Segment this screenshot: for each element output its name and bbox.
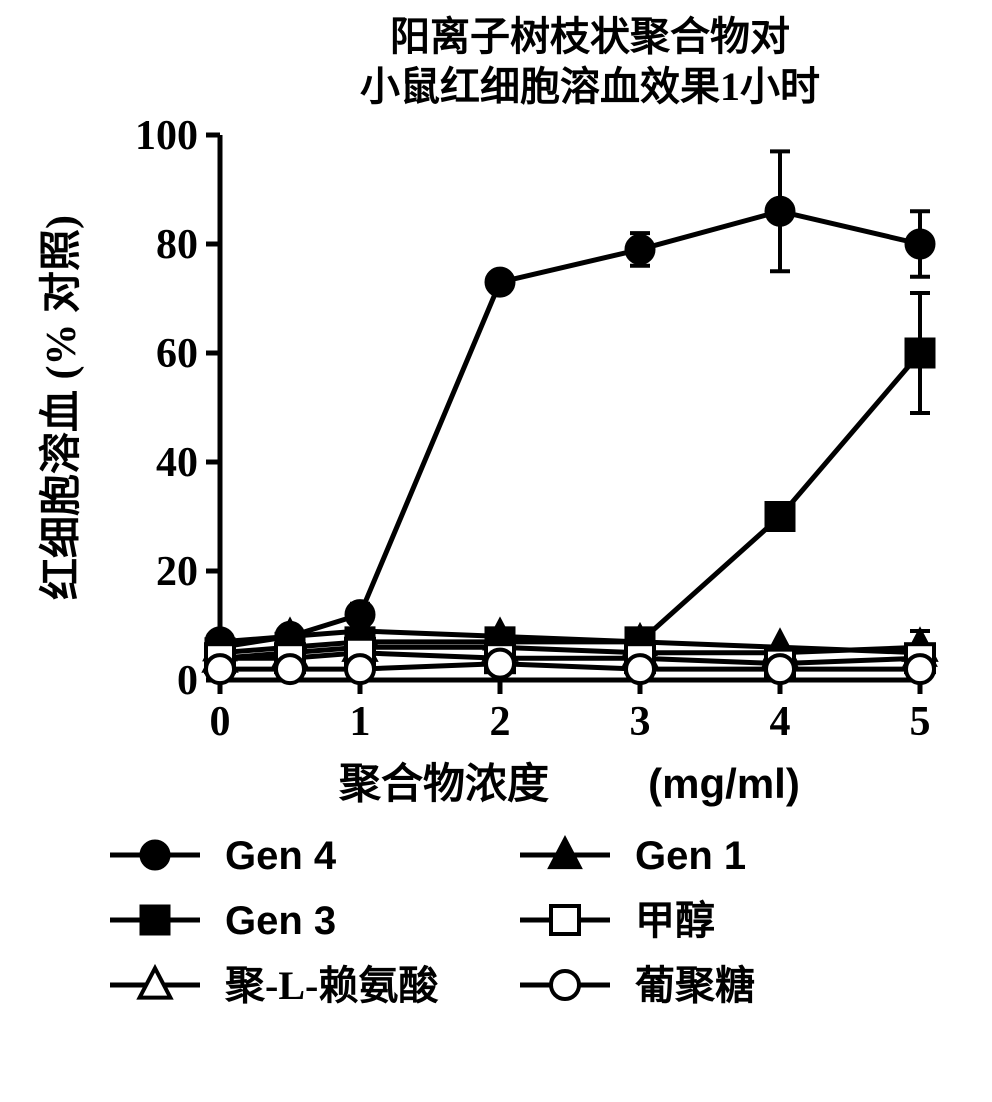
- x-axis-label: 聚合物浓度: [338, 761, 549, 808]
- legend-item: 聚-L-赖氨酸: [110, 963, 439, 1008]
- legend-label: 聚-L-赖氨酸: [224, 963, 439, 1008]
- y-tick-label: 0: [177, 658, 198, 704]
- x-tick-label: 4: [770, 699, 791, 745]
- chart-svg: 阳离子树枝状聚合物对小鼠红细胞溶血效果1小时 0 20 40 60 80 100 0 1 2 3 4 5…: [0, 0, 992, 1102]
- y-tick-label: 80: [156, 222, 198, 268]
- chart-container: 阳离子树枝状聚合物对小鼠红细胞溶血效果1小时 0 20 40 60 80 100 0 1 2 3 4 5…: [0, 0, 992, 1102]
- series-line: [220, 353, 920, 653]
- x-tick-label: 0: [210, 699, 231, 745]
- series-line: [220, 653, 920, 664]
- legend-label: 甲醇: [635, 898, 715, 943]
- x-tick-label: 1: [350, 699, 371, 745]
- legend-item: 甲醇: [520, 898, 715, 943]
- chart-title-line1: 阳离子树枝状聚合物对: [390, 14, 790, 59]
- x-tick-label: 3: [630, 699, 651, 745]
- x-tick-label: 2: [490, 699, 511, 745]
- legend-item: Gen 4: [110, 834, 337, 878]
- series-Gen 4: [206, 151, 934, 655]
- legend-label: 葡聚糖: [635, 963, 755, 1008]
- y-tick-label: 100: [135, 113, 198, 159]
- legend-item: 葡聚糖: [520, 963, 755, 1008]
- legend-label: Gen 3: [225, 899, 336, 943]
- x-axis-label-unit: (mg/ml): [648, 760, 800, 807]
- x-tick-label: 5: [910, 699, 931, 745]
- series-Gen 3: [206, 293, 934, 667]
- legend-item: Gen 3: [110, 899, 336, 943]
- legend-label: Gen 4: [225, 834, 337, 878]
- legend-label: Gen 1: [635, 834, 746, 878]
- y-tick-label: 40: [156, 440, 198, 486]
- series-line: [220, 211, 920, 642]
- y-axis-label: 红细胞溶血 (% 对照): [38, 215, 85, 600]
- chart-title-line2: 小鼠红细胞溶血效果1小时: [360, 64, 820, 109]
- legend-item: Gen 1: [520, 834, 746, 878]
- y-tick-label: 20: [156, 549, 198, 595]
- y-tick-label: 60: [156, 331, 198, 377]
